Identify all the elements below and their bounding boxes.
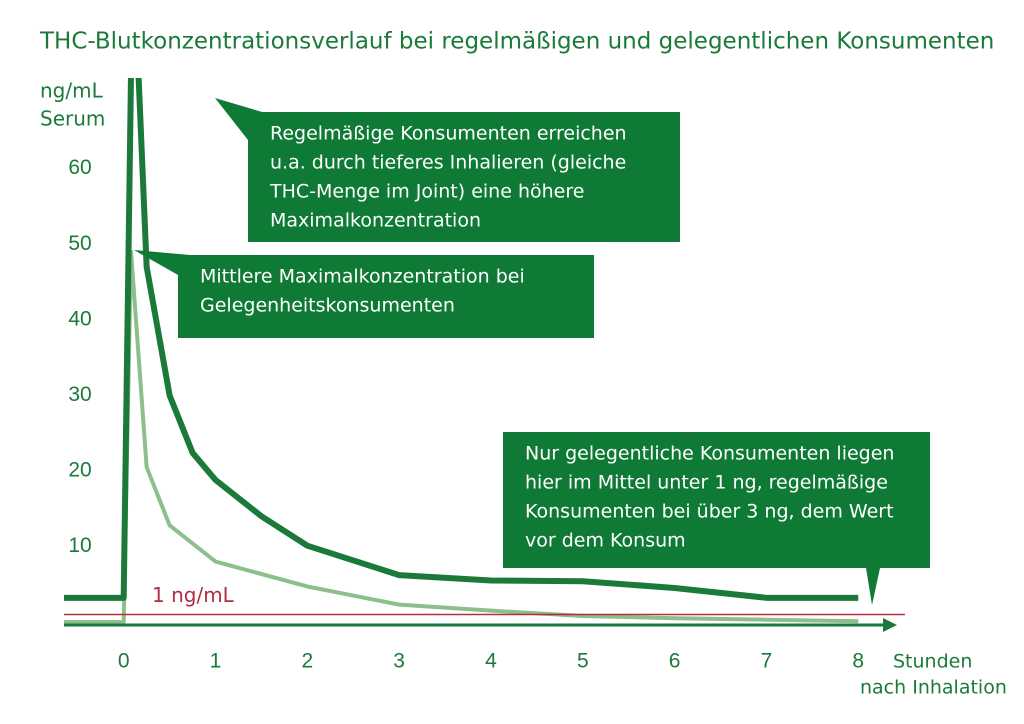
annotation-pointer: [134, 250, 190, 275]
x-tick-label: 3: [393, 650, 405, 673]
x-axis-label: Stunden: [893, 651, 972, 673]
annotation-text: Mittlere Maximalkonzentration bei: [200, 266, 525, 288]
y-tick-label: 10: [68, 534, 91, 557]
annotation-box: [503, 432, 930, 568]
reference-label: 1 ng/mL: [152, 583, 235, 607]
x-tick-label: 1: [210, 650, 222, 673]
annotation-text: vor dem Konsum: [525, 530, 686, 552]
x-tick-label: 8: [852, 650, 864, 673]
x-axis-label: nach Inhalation: [860, 677, 1007, 699]
plot-area: [64, 78, 859, 624]
x-tick-label: 6: [669, 650, 681, 673]
x-tick-label: 7: [761, 650, 773, 673]
annotation-text: Konsumenten bei über 3 ng, dem Wert: [525, 501, 894, 523]
y-tick-label: 40: [68, 307, 91, 330]
annotation-text: Regelmäßige Konsumenten erreichen: [270, 123, 627, 145]
x-axis-arrow: [883, 618, 897, 632]
x-tick-label: 4: [485, 650, 497, 673]
chart-title: THC-Blutkonzentrationsverlauf bei regelm…: [39, 29, 994, 55]
y-tick-label: 20: [68, 458, 91, 481]
annotation-text: Nur gelegentliche Konsumenten liegen: [525, 443, 894, 465]
y-axis-label: Serum: [40, 107, 105, 131]
x-tick-label: 2: [301, 650, 313, 673]
x-tick-label: 5: [577, 650, 589, 673]
data-line: [64, 78, 859, 601]
y-tick-label: 60: [68, 156, 91, 179]
annotation-box: [178, 255, 594, 338]
y-tick-label: 50: [68, 232, 91, 255]
annotation-text: Maximalkonzentration: [270, 210, 481, 232]
annotation-text: hier im Mittel unter 1 ng, regelmäßige: [525, 472, 888, 494]
annotation-box: [248, 112, 680, 242]
y-axis-label: ng/mL: [40, 79, 104, 103]
annotation-text: u.a. durch tieferes Inhalieren (gleiche: [270, 152, 626, 174]
annotation-text: THC-Menge im Joint) eine höhere: [269, 181, 584, 203]
annotation-pointer: [866, 568, 880, 605]
y-tick-label: 30: [68, 383, 91, 406]
annotation-text: Gelegenheitskonsumenten: [200, 295, 455, 317]
x-tick-label: 0: [118, 650, 130, 673]
